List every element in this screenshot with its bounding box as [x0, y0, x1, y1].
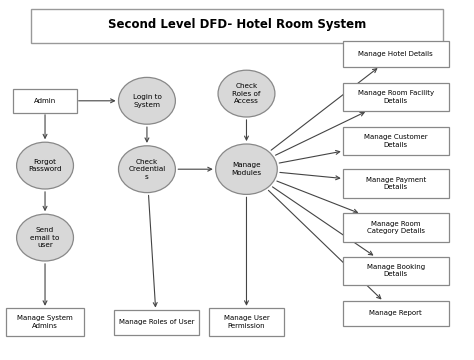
Text: Manage System
Admins: Manage System Admins — [17, 315, 73, 329]
Text: Forgot
Password: Forgot Password — [28, 159, 62, 172]
FancyBboxPatch shape — [13, 89, 77, 113]
Ellipse shape — [218, 70, 275, 117]
Text: Manage Room
Category Details: Manage Room Category Details — [367, 221, 425, 234]
Text: Manage Roles of User: Manage Roles of User — [118, 319, 194, 325]
Ellipse shape — [216, 144, 277, 194]
FancyBboxPatch shape — [343, 256, 449, 285]
Text: Admin: Admin — [34, 98, 56, 104]
FancyBboxPatch shape — [343, 127, 449, 156]
Text: Check
Roles of
Access: Check Roles of Access — [232, 83, 261, 104]
Ellipse shape — [118, 77, 175, 124]
Text: Manage Room Facility
Details: Manage Room Facility Details — [358, 90, 434, 104]
Text: Manage Hotel Details: Manage Hotel Details — [358, 51, 433, 57]
Text: Login to
System: Login to System — [133, 94, 161, 108]
Text: Send
email to
user: Send email to user — [30, 227, 60, 248]
Ellipse shape — [17, 214, 73, 261]
FancyBboxPatch shape — [343, 41, 449, 67]
Text: Manage Booking
Details: Manage Booking Details — [367, 264, 425, 278]
Text: Check
Credential
s: Check Credential s — [128, 159, 165, 180]
Text: Manage
Modules: Manage Modules — [231, 162, 262, 176]
FancyBboxPatch shape — [31, 9, 443, 43]
FancyBboxPatch shape — [343, 170, 449, 198]
Text: Manage Customer
Details: Manage Customer Details — [364, 134, 428, 148]
Ellipse shape — [17, 142, 73, 189]
FancyBboxPatch shape — [6, 308, 84, 336]
FancyBboxPatch shape — [343, 83, 449, 111]
FancyBboxPatch shape — [209, 308, 284, 336]
FancyBboxPatch shape — [343, 213, 449, 242]
Text: Manage Report: Manage Report — [369, 310, 422, 316]
FancyBboxPatch shape — [343, 301, 449, 325]
FancyBboxPatch shape — [114, 310, 199, 335]
Text: Manage Payment
Details: Manage Payment Details — [365, 177, 426, 190]
Text: Second Level DFD- Hotel Room System: Second Level DFD- Hotel Room System — [108, 18, 366, 31]
Ellipse shape — [118, 146, 175, 193]
Text: Manage User
Permission: Manage User Permission — [224, 315, 269, 329]
